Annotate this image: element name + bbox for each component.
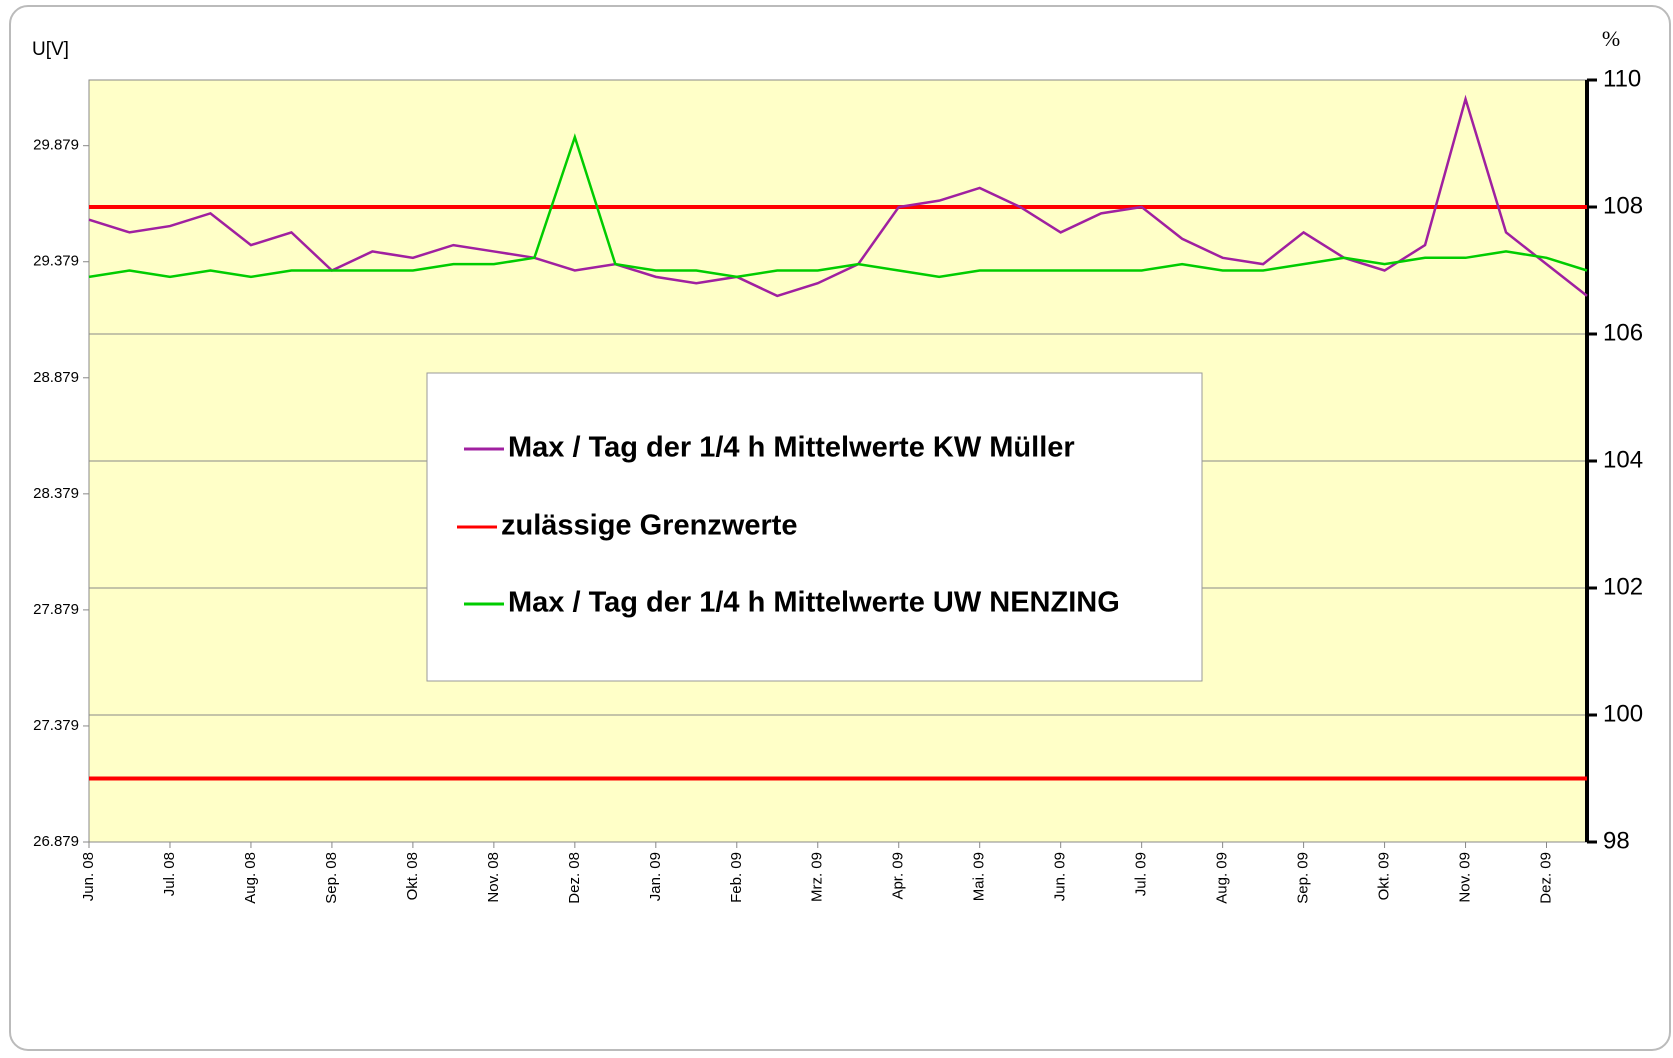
x-tick-label: Dez. 08 xyxy=(566,852,583,904)
y-tick-label: 27.379 xyxy=(33,717,79,734)
y2-tick-label: 98 xyxy=(1603,827,1630,854)
x-tick-label: Apr. 09 xyxy=(890,852,907,900)
x-tick-label: Okt. 09 xyxy=(1376,852,1393,900)
series-line xyxy=(88,94,1588,298)
x-tick-label: Okt. 08 xyxy=(404,852,421,900)
x-tick-label: Nov. 09 xyxy=(1457,852,1474,903)
y-tick-label: 26.879 xyxy=(33,833,79,850)
legend-label: zulässige Grenzwerte xyxy=(501,510,798,542)
x-tick-label: Sep. 08 xyxy=(323,852,340,904)
x-tick-label: Jun. 08 xyxy=(80,852,97,901)
x-tick-label: Mrz. 09 xyxy=(809,852,826,902)
y-tick-label: 28.379 xyxy=(33,485,79,502)
y-axis-label: U[V] xyxy=(32,39,69,60)
series-line xyxy=(88,133,1588,279)
x-tick-label: Jul. 09 xyxy=(1133,852,1150,896)
x-tick-label: Feb. 09 xyxy=(728,852,745,903)
y2-tick-label: 106 xyxy=(1603,319,1643,346)
y-tick-label: 29.879 xyxy=(33,137,79,154)
x-tick-label: Sep. 09 xyxy=(1295,852,1312,904)
x-tick-label: Aug. 09 xyxy=(1214,852,1231,904)
y2-tick-label: 110 xyxy=(1603,65,1641,92)
y-tick-label: 27.879 xyxy=(33,601,79,618)
y-tick-label: 28.879 xyxy=(33,369,79,386)
x-tick-label: Jan. 09 xyxy=(647,852,664,901)
legend-label: Max / Tag der 1/4 h Mittelwerte KW Mülle… xyxy=(508,432,1075,464)
legend xyxy=(426,372,1203,682)
x-tick-label: Mai. 09 xyxy=(971,852,988,901)
x-tick-label: Nov. 08 xyxy=(485,852,502,903)
y2-tick-label: 102 xyxy=(1603,573,1643,600)
x-tick-label: Dez. 09 xyxy=(1537,852,1554,904)
y2-tick-label: 108 xyxy=(1603,192,1643,219)
y-tick-label: 29.379 xyxy=(33,253,79,270)
y2-axis-label: % xyxy=(1602,26,1620,51)
x-tick-label: Jun. 09 xyxy=(1052,852,1069,901)
legend-label: Max / Tag der 1/4 h Mittelwerte UW NENZI… xyxy=(508,587,1120,619)
x-tick-label: Jul. 08 xyxy=(161,852,178,896)
y2-tick-label: 100 xyxy=(1603,700,1643,727)
y2-tick-label: 104 xyxy=(1603,446,1643,473)
x-tick-label: Aug. 08 xyxy=(242,852,259,904)
